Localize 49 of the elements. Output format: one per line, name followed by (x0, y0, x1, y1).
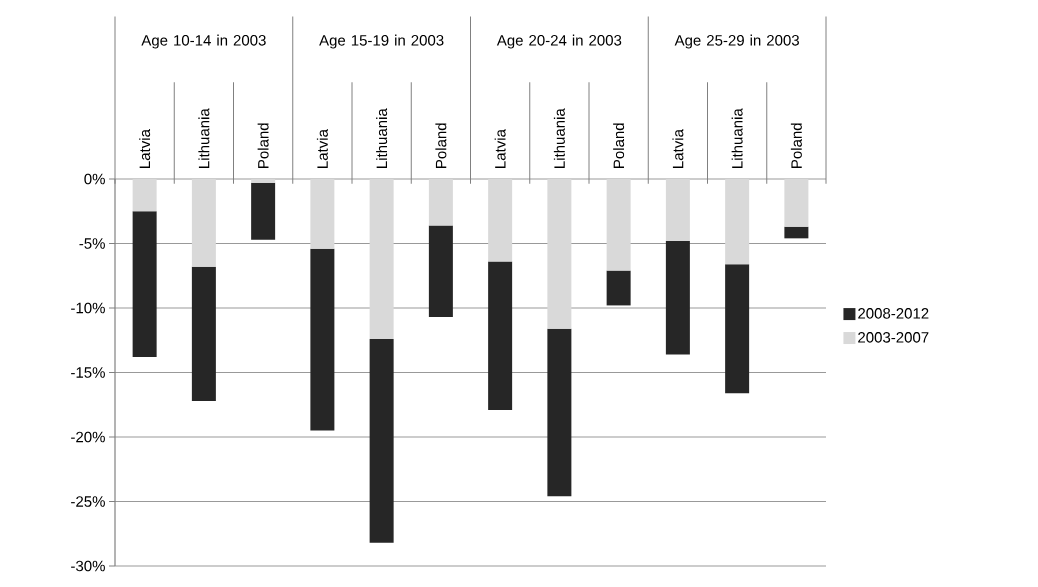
y-tick-label: -15% (71, 367, 105, 378)
y-tick-label: 0% (84, 173, 105, 185)
y-tick-label: -30% (71, 560, 105, 572)
bar (428, 179, 453, 226)
text: Age 20-24 in 2003 (496, 34, 622, 49)
y-tick-label: -20% (71, 431, 105, 443)
x-tick-label: Latvia (494, 129, 506, 168)
x-tick-label: Latvia (316, 129, 328, 168)
bar (665, 240, 690, 355)
x-tick-label: Lithuania (731, 108, 743, 168)
legend-label: 2008-2012 (858, 308, 929, 319)
x-tick-label: Poland (435, 123, 447, 168)
text: Age 15-19 in 2003 (319, 34, 444, 49)
y-tick-label: -10% (71, 302, 105, 314)
bar (784, 179, 809, 227)
x-tick-label: Lithuania (198, 108, 210, 168)
x-tick-label: Lithuania (376, 108, 388, 168)
x-tick-label: Lithuania (553, 108, 565, 168)
bar (488, 179, 513, 262)
bar (251, 179, 276, 183)
bar (428, 225, 453, 318)
legend-label: 2003-2007 (858, 332, 929, 343)
y-tick-label: -5% (79, 238, 105, 249)
text: Age 10-14 in 2003 (141, 34, 266, 49)
bar (725, 264, 750, 394)
bar (310, 248, 335, 431)
bar (369, 179, 394, 339)
bar (725, 179, 750, 265)
bar (132, 211, 157, 358)
x-tick-label: Latvia (139, 129, 151, 168)
bar (191, 179, 216, 267)
bar (191, 266, 216, 401)
text: Age 25-29 in 2003 (674, 34, 799, 49)
bar (606, 179, 631, 271)
x-tick-label: Poland (790, 123, 802, 168)
bar (547, 328, 572, 497)
bar (132, 179, 157, 212)
x-tick-label: Poland (257, 123, 269, 168)
bar (606, 270, 631, 306)
bar (547, 179, 572, 329)
x-tick-label: Poland (613, 123, 625, 168)
bar (369, 338, 394, 543)
bar (665, 179, 690, 241)
bar (310, 179, 335, 249)
bar (488, 261, 513, 410)
bar (251, 182, 276, 240)
bar (784, 226, 809, 239)
y-tick-label: -25% (71, 496, 105, 507)
x-tick-label: Latvia (672, 129, 684, 168)
